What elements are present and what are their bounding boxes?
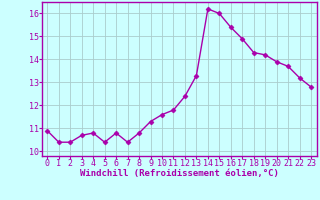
X-axis label: Windchill (Refroidissement éolien,°C): Windchill (Refroidissement éolien,°C) bbox=[80, 169, 279, 178]
